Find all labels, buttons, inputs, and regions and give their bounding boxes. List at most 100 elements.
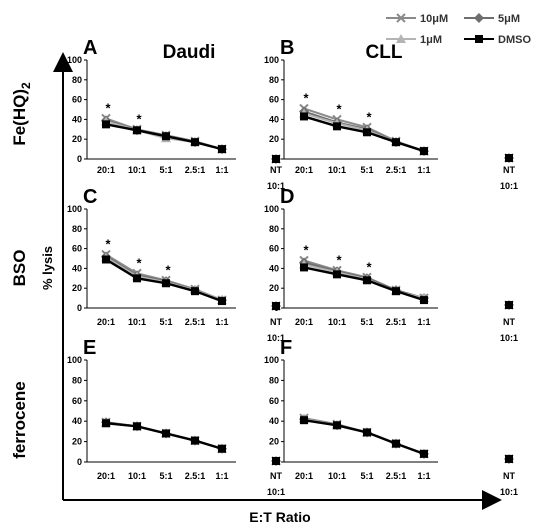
x-tick-label-B-3: 2.5:1 — [386, 165, 407, 175]
x-tick-label-D-2: 5:1 — [360, 317, 373, 327]
y-tick-label-E-20: 20 — [72, 437, 82, 447]
y-tick-label-B-20: 20 — [269, 134, 279, 144]
panel-E: E 0 20 40 60 80 100 20:1 10:1 5:1 2.5:1 1:1 NT 10:1 — [67, 337, 285, 497]
significance-marker-D-1: * — [336, 252, 342, 267]
significance-marker-C-2: * — [165, 262, 171, 277]
data-point-A-3-2 — [162, 132, 170, 141]
nt-point-A-3 — [272, 155, 280, 163]
data-point-F-3-4 — [420, 449, 428, 458]
data-point-D-3-2 — [363, 276, 371, 285]
y-tick-label-E-60: 60 — [72, 396, 82, 406]
legend-marker-0 — [396, 13, 406, 23]
data-point-F-3-0 — [300, 416, 308, 425]
x-tick-label-E-4: 1:1 — [215, 471, 228, 481]
x-axis-label: E:T Ratio — [249, 509, 310, 525]
panel-A: A 0 20 40 60 80 100 20:1 10:1 5:1 2.5:1 1:1 NT 10:1 * * — [67, 37, 285, 191]
y-tick-label-E-100: 100 — [67, 355, 82, 365]
y-tick-label-B-80: 80 — [269, 75, 279, 85]
legend-label-0: 10μM — [420, 13, 448, 25]
legend-marker-2 — [396, 34, 406, 43]
x-tick-label-B-1: 10:1 — [328, 165, 346, 175]
panel-B: B 0 20 40 60 80 100 20:1 10:1 5:1 2.5:1 1:1 NT 10:1 * *… — [264, 37, 518, 191]
y-tick-label-D-100: 100 — [264, 204, 279, 214]
x-tick-label-F-0: 20:1 — [295, 471, 313, 481]
data-point-B-3-0 — [300, 112, 308, 121]
data-point-E-3-3 — [191, 436, 199, 445]
legend-label-2: 1μM — [420, 34, 442, 46]
nt-ratio-label-D: 10:1 — [500, 333, 518, 343]
x-tick-label-B-4: 1:1 — [417, 165, 430, 175]
panel-F: F 0 20 40 60 80 100 20:1 10:1 5:1 2.5:1 1:1 NT 10:1 — [264, 337, 518, 497]
significance-marker-A-0: * — [105, 100, 111, 115]
nt-label-E: NT — [270, 471, 282, 481]
y-tick-label-E-40: 40 — [72, 416, 82, 426]
y-tick-label-F-100: 100 — [264, 355, 279, 365]
x-tick-label-C-1: 10:1 — [128, 317, 146, 327]
x-tick-label-F-4: 1:1 — [417, 471, 430, 481]
x-tick-label-A-4: 1:1 — [215, 165, 228, 175]
nt-label-A: NT — [270, 165, 282, 175]
nt-label-C: NT — [270, 317, 282, 327]
data-point-B-3-4 — [420, 147, 428, 156]
legend-marker-1 — [474, 13, 484, 23]
panels: A 0 20 40 60 80 100 20:1 10:1 5:1 2.5:1 1:1 NT 10:1 * *… — [67, 37, 518, 497]
nt-label-D: NT — [503, 317, 515, 327]
data-point-F-3-3 — [392, 439, 400, 448]
row-label-fehq2-subscript: 2 — [19, 82, 33, 89]
y-tick-label-F-40: 40 — [269, 416, 279, 426]
y-tick-label-C-40: 40 — [72, 263, 82, 273]
x-tick-label-D-3: 2.5:1 — [386, 317, 407, 327]
x-tick-label-D-1: 10:1 — [328, 317, 346, 327]
data-point-A-3-3 — [191, 138, 199, 147]
panel-letter-A: A — [83, 37, 97, 59]
x-tick-label-C-3: 2.5:1 — [185, 317, 206, 327]
x-tick-label-F-2: 5:1 — [360, 471, 373, 481]
legend-item-3: DMSO — [464, 34, 531, 46]
panel-letter-F: F — [280, 337, 292, 359]
y-tick-label-B-0: 0 — [274, 154, 279, 164]
x-tick-label-E-3: 2.5:1 — [185, 471, 206, 481]
y-tick-label-F-80: 80 — [269, 375, 279, 385]
y-tick-label-C-0: 0 — [77, 303, 82, 313]
data-point-D-3-3 — [392, 287, 400, 296]
y-tick-label-A-80: 80 — [72, 75, 82, 85]
y-tick-label-C-100: 100 — [67, 204, 82, 214]
data-point-E-3-0 — [102, 419, 110, 428]
significance-marker-B-1: * — [336, 101, 342, 116]
legend-label-1: 5μM — [498, 13, 520, 25]
data-point-D-3-4 — [420, 296, 428, 305]
y-tick-label-A-20: 20 — [72, 134, 82, 144]
y-tick-label-D-0: 0 — [274, 303, 279, 313]
x-tick-label-C-0: 20:1 — [97, 317, 115, 327]
y-tick-label-B-40: 40 — [269, 114, 279, 124]
x-tick-label-E-1: 10:1 — [128, 471, 146, 481]
x-tick-label-A-1: 10:1 — [128, 165, 146, 175]
data-point-C-3-3 — [191, 287, 199, 296]
significance-marker-D-0: * — [303, 242, 309, 257]
data-point-D-3-0 — [300, 263, 308, 272]
row-label-fehq2: Fe(HQ)2 — [10, 82, 33, 146]
nt-ratio-label-F: 10:1 — [500, 487, 518, 497]
nt-label-B: NT — [503, 165, 515, 175]
significance-marker-D-2: * — [366, 259, 372, 274]
y-tick-label-E-0: 0 — [77, 457, 82, 467]
nt-label-F: NT — [503, 471, 515, 481]
y-tick-label-A-0: 0 — [77, 154, 82, 164]
column-title-daudi: Daudi — [163, 42, 216, 63]
data-point-C-3-1 — [133, 274, 141, 283]
y-tick-label-B-100: 100 — [264, 55, 279, 65]
legend: 10μM 5μM 1μM DMSO — [386, 13, 531, 46]
y-tick-label-F-20: 20 — [269, 437, 279, 447]
significance-marker-B-2: * — [366, 109, 372, 124]
significance-marker-A-1: * — [136, 111, 142, 126]
y-tick-label-F-0: 0 — [274, 457, 279, 467]
x-tick-label-D-4: 1:1 — [417, 317, 430, 327]
y-tick-label-B-60: 60 — [269, 95, 279, 105]
data-point-B-3-3 — [392, 138, 400, 147]
panel-C: C 0 20 40 60 80 100 20:1 10:1 5:1 2.5:1 1:1 NT 10:1 * *… — [67, 186, 285, 343]
y-axis-label: % lysis — [40, 246, 55, 290]
significance-marker-B-0: * — [303, 91, 309, 106]
nt-ratio-label-C: 10:1 — [267, 333, 285, 343]
y-tick-label-F-60: 60 — [269, 396, 279, 406]
y-tick-label-C-20: 20 — [72, 283, 82, 293]
